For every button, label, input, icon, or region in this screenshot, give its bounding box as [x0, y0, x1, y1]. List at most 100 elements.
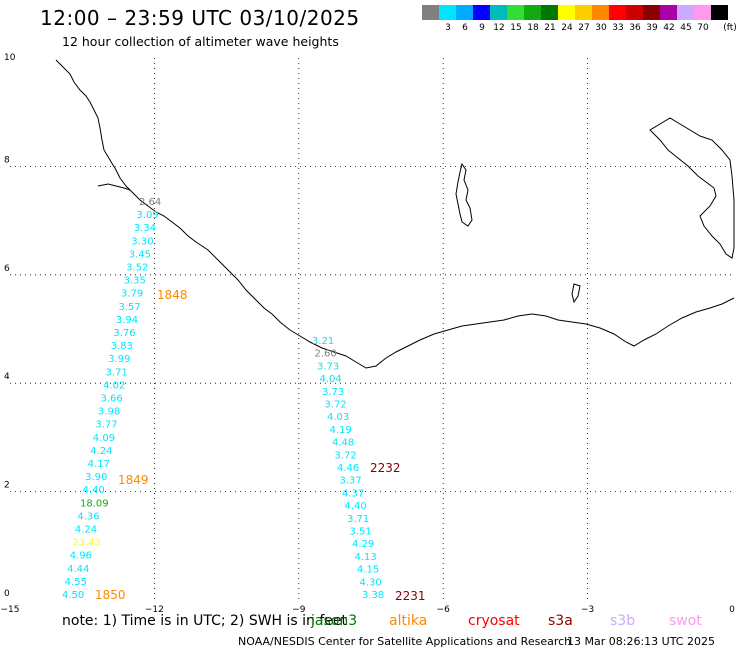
- map-grid: [10, 58, 732, 600]
- scale-label: 33: [612, 23, 624, 33]
- swh-value-track1: 3.71: [106, 367, 128, 378]
- footer-credit: NOAA/NESDIS Center for Satellite Applica…: [238, 635, 572, 648]
- scale-label: 18: [527, 23, 539, 33]
- y-tick-label: 2: [4, 481, 10, 491]
- scale-label: 45: [680, 23, 692, 33]
- scale-swatch: [660, 5, 677, 20]
- swh-value-track2: 3.51: [350, 527, 372, 538]
- satellite-legend-item: altika: [389, 613, 428, 629]
- swh-value-track2: 3.21: [312, 336, 334, 347]
- time-label: 2232: [370, 461, 401, 475]
- scale-swatch: [711, 5, 728, 20]
- swh-value-track1: 4.02: [103, 380, 125, 391]
- swh-value-track1: 4.50: [62, 590, 84, 601]
- swh-value-track1: 3.45: [129, 249, 151, 260]
- swh-value-track1: 4.40: [83, 485, 105, 496]
- swh-value-track2: 4.19: [330, 425, 352, 436]
- coastline: [55, 59, 735, 369]
- swh-value-track1: 4.17: [88, 459, 110, 470]
- footer-timestamp: 13 Mar 08:26:13 UTC 2025: [567, 635, 715, 648]
- track-time-labels: 1848 1849 1850 2232 2231: [95, 288, 426, 603]
- scale-label: 21: [544, 23, 556, 33]
- scale-label: 3: [445, 23, 451, 33]
- swh-value-track1: 3.90: [85, 472, 107, 483]
- swh-value-track1: 4.96: [70, 551, 92, 562]
- swh-value-track1: 3.94: [116, 315, 138, 326]
- scale-swatch: [558, 5, 575, 20]
- swh-value-track2: 4.37: [342, 488, 364, 499]
- x-tick-label: −3: [581, 605, 594, 615]
- scale-label: 42: [663, 23, 675, 33]
- swh-value-track2: 3.37: [340, 476, 362, 487]
- y-tick-label: 6: [4, 264, 10, 274]
- swh-value-track1: 4.44: [67, 564, 89, 575]
- swh-value-track1: 3.30: [131, 236, 153, 247]
- x-tick-label: −6: [437, 605, 451, 615]
- swh-value-track1: 3.79: [121, 289, 143, 300]
- scale-label: 70: [697, 23, 709, 33]
- swh-value-track1: 4.24: [75, 525, 97, 536]
- scale-label: 9: [479, 23, 485, 33]
- coastline-bay: [97, 183, 131, 191]
- swh-value-track1: 23.43: [72, 538, 101, 549]
- satellite-legend-item: cryosat: [468, 613, 520, 629]
- y-tick-label: 0: [4, 589, 10, 599]
- satellite-legend-item: s3a: [548, 613, 573, 629]
- swh-value-track1: 3.76: [113, 328, 135, 339]
- swh-value-track1: 4.36: [77, 511, 99, 522]
- satellite-legend-item: s3b: [610, 613, 636, 629]
- swh-value-track2: 4.29: [352, 539, 374, 550]
- scale-swatch: [439, 5, 456, 20]
- scale-swatch: [575, 5, 592, 20]
- time-label: 1849: [118, 473, 149, 487]
- note-text: note: 1) Time is in UTC; 2) SWH is in fe…: [62, 613, 348, 629]
- swh-value-track1: 3.66: [101, 394, 123, 405]
- time-label: 1850: [95, 588, 126, 602]
- swh-value-track2: 4.13: [355, 552, 377, 563]
- swh-value-track1: 2.64: [139, 197, 161, 208]
- swh-value-track2: 4.48: [332, 438, 354, 449]
- swh-value-track1: 4.24: [90, 446, 112, 457]
- altimeter-track-1: 2.64 3.09 3.34 3.30 3.45 3.52 3.35 3.79 3.57 3.94…: [62, 197, 161, 601]
- scale-swatch: [677, 5, 694, 20]
- swh-value-track1: 3.09: [136, 210, 158, 221]
- x-tick-label: −12: [145, 605, 164, 615]
- swh-value-track1: 3.98: [98, 407, 120, 418]
- scale-swatch: [643, 5, 660, 20]
- scale-label: 6: [462, 23, 468, 33]
- altimeter-track-2: 3.212.603.734.043.733.724.034.194.483.72…: [312, 336, 384, 601]
- swh-value-track2: 3.38: [362, 590, 384, 601]
- scale-swatch: [626, 5, 643, 20]
- y-tick-label: 10: [4, 53, 16, 63]
- x-tick-label: −15: [1, 605, 20, 615]
- swh-value-track1: 3.83: [111, 341, 133, 352]
- scale-unit: (ft): [723, 23, 737, 33]
- swh-value-track2: 4.40: [345, 501, 367, 512]
- scale-swatch: [473, 5, 490, 20]
- x-tick-label: −9: [292, 605, 306, 615]
- time-label: 2231: [395, 589, 426, 603]
- satellite-legend-item: jason3: [311, 613, 358, 629]
- swh-value-track1: 3.34: [134, 223, 156, 234]
- scale-swatch: [541, 5, 558, 20]
- scale-label: 12: [493, 23, 505, 33]
- swh-value-track1: 3.77: [95, 420, 117, 431]
- scale-label: 24: [561, 23, 573, 33]
- scale-label: 30: [595, 23, 607, 33]
- scale-label: 27: [578, 23, 590, 33]
- scale-label: 39: [646, 23, 658, 33]
- swh-value-track1: 4.09: [93, 433, 115, 444]
- swh-value-track1: 3.99: [108, 354, 130, 365]
- scale-swatch: [694, 5, 711, 20]
- scale-swatch: [524, 5, 541, 20]
- scale-swatch: [490, 5, 507, 20]
- swh-value-track2: 4.30: [360, 577, 382, 588]
- swh-value-track2: 3.72: [335, 450, 357, 461]
- scale-swatch: [507, 5, 524, 20]
- swh-value-track2: 4.15: [357, 565, 379, 576]
- scale-swatch: [422, 5, 439, 20]
- y-tick-label: 8: [4, 155, 10, 165]
- satellite-legend-item: swot: [669, 613, 702, 629]
- page-title: 12:00 – 23:59 UTC 03/10/2025: [40, 6, 360, 30]
